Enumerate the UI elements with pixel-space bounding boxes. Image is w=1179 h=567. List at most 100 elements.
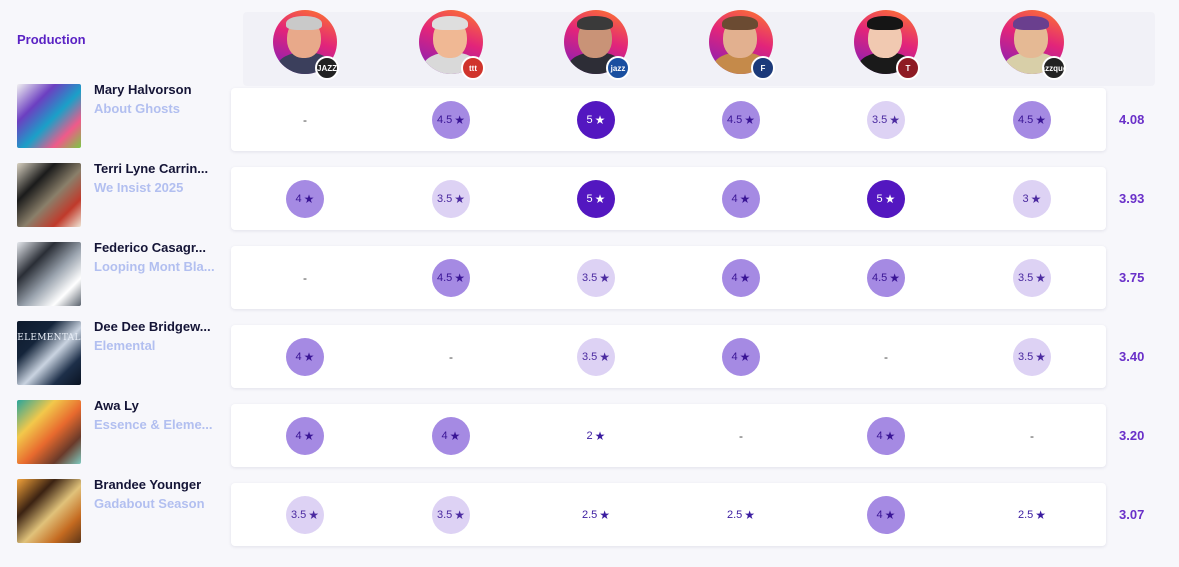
rating-cell: 4.5 ★ bbox=[428, 88, 474, 151]
rating-badge[interactable]: 3.5 ★ bbox=[1013, 337, 1051, 376]
critic-avatar[interactable]: JAZZ bbox=[273, 10, 339, 80]
album-title[interactable]: Looping Mont Bla... bbox=[94, 259, 215, 274]
rating-value: 3.5 bbox=[1017, 350, 1034, 363]
album-cover[interactable]: ELEMENTAL bbox=[17, 321, 81, 385]
rating-badge[interactable]: 5 ★ bbox=[577, 100, 615, 139]
rating-badge[interactable]: 4 ★ bbox=[867, 495, 905, 534]
rating-value: - bbox=[1030, 428, 1034, 443]
rating-value: 3.5 bbox=[436, 508, 453, 521]
rating-empty: - bbox=[722, 417, 760, 455]
rating-value: 4 bbox=[731, 192, 738, 205]
rating-cell: 3 ★ bbox=[1009, 167, 1055, 230]
rating-badge[interactable]: 4 ★ bbox=[722, 337, 760, 376]
artist-name[interactable]: Mary Halvorson bbox=[94, 82, 192, 97]
rating-cell: 3.5 ★ bbox=[1009, 246, 1055, 309]
star-icon: ★ bbox=[594, 191, 606, 206]
album-cover[interactable] bbox=[17, 479, 81, 543]
album-title[interactable]: About Ghosts bbox=[94, 101, 180, 116]
album-cover[interactable] bbox=[17, 84, 81, 148]
rating-badge[interactable]: 4.5 ★ bbox=[722, 100, 760, 139]
critic-avatar[interactable]: ttt bbox=[419, 10, 485, 80]
rating-value: 2 bbox=[586, 429, 593, 442]
album-cover[interactable] bbox=[17, 163, 81, 227]
rating-badge[interactable]: 3.5 ★ bbox=[577, 258, 615, 297]
rating-badge[interactable]: 3.5 ★ bbox=[577, 337, 615, 376]
rating-badge[interactable]: 4 ★ bbox=[722, 179, 760, 218]
album-title[interactable]: Essence & Eleme... bbox=[94, 417, 213, 432]
critic-hair bbox=[1013, 16, 1049, 30]
ratings-row: 4 ★ -3.5 ★ 4 ★ -3.5 ★ bbox=[231, 325, 1106, 388]
rating-value: 4.5 bbox=[1017, 113, 1034, 126]
rating-cell: - bbox=[282, 246, 328, 309]
rating-badge[interactable]: 4 ★ bbox=[286, 337, 324, 376]
rating-cell: 4 ★ bbox=[282, 325, 328, 388]
publication-logo-icon: ttt bbox=[461, 56, 485, 80]
rating-badge[interactable]: 3 ★ bbox=[1013, 179, 1051, 218]
rating-cell: 5 ★ bbox=[573, 167, 619, 230]
rating-value: 5 bbox=[876, 192, 883, 205]
rating-badge[interactable]: 4 ★ bbox=[286, 416, 324, 455]
album-title[interactable]: Gadabout Season bbox=[94, 496, 205, 511]
critic-avatar[interactable]: F bbox=[709, 10, 775, 80]
rating-cell: 3.5 ★ bbox=[428, 167, 474, 230]
average-rating: 3.75 bbox=[1119, 270, 1145, 285]
rating-badge[interactable]: 4.5 ★ bbox=[1013, 100, 1051, 139]
star-icon: ★ bbox=[599, 349, 611, 364]
rating-badge[interactable]: 4.5 ★ bbox=[432, 258, 470, 297]
rating-badge[interactable]: 4.5 ★ bbox=[867, 258, 905, 297]
rating-value: 4.5 bbox=[871, 271, 888, 284]
rating-badge[interactable]: 2.5 ★ bbox=[577, 496, 615, 534]
rating-cell: 3.5 ★ bbox=[428, 483, 474, 546]
rating-badge[interactable]: 4.5 ★ bbox=[432, 100, 470, 139]
rating-value: 3.5 bbox=[581, 271, 598, 284]
rating-badge[interactable]: 3.5 ★ bbox=[867, 100, 905, 139]
album-cover[interactable] bbox=[17, 242, 81, 306]
rating-cell: 2.5 ★ bbox=[573, 483, 619, 546]
critic-avatar[interactable]: jazz bbox=[564, 10, 630, 80]
album-cover[interactable] bbox=[17, 400, 81, 464]
artist-name[interactable]: Awa Ly bbox=[94, 398, 139, 413]
rating-badge[interactable]: 4 ★ bbox=[867, 416, 905, 455]
star-icon: ★ bbox=[884, 507, 896, 522]
ratings-row: 3.5 ★ 3.5 ★ 2.5 ★ 2.5 ★ 4 ★ 2.5 ★ bbox=[231, 483, 1106, 546]
rating-cell: 4.5 ★ bbox=[1009, 88, 1055, 151]
star-icon: ★ bbox=[454, 191, 466, 206]
rating-badge[interactable]: 2 ★ bbox=[577, 417, 615, 455]
artist-name[interactable]: Terri Lyne Carrin... bbox=[94, 161, 209, 176]
artist-name[interactable]: Dee Dee Bridgew... bbox=[94, 319, 211, 334]
critic-avatar[interactable]: T bbox=[854, 10, 920, 80]
artist-name[interactable]: Federico Casagr... bbox=[94, 240, 206, 255]
rating-cell: 3.5 ★ bbox=[573, 246, 619, 309]
star-icon: ★ bbox=[889, 270, 901, 285]
rating-badge[interactable]: 3.5 ★ bbox=[432, 179, 470, 218]
rating-cell: - bbox=[428, 325, 474, 388]
rating-badge[interactable]: 3.5 ★ bbox=[432, 495, 470, 534]
average-rating: 3.93 bbox=[1119, 191, 1145, 206]
publication-logo-icon: T bbox=[896, 56, 920, 80]
publication-logo-icon: Jazzques bbox=[1042, 56, 1066, 80]
rating-value: 2.5 bbox=[1017, 508, 1034, 521]
rating-value: 4.5 bbox=[726, 113, 743, 126]
rating-cell: - bbox=[282, 88, 328, 151]
rating-cell: 2.5 ★ bbox=[718, 483, 764, 546]
critic-avatar[interactable]: Jazzques bbox=[1000, 10, 1066, 80]
average-rating: 3.20 bbox=[1119, 428, 1145, 443]
rating-badge[interactable]: 3.5 ★ bbox=[1013, 258, 1051, 297]
rating-badge[interactable]: 2.5 ★ bbox=[722, 496, 760, 534]
rating-badge[interactable]: 4 ★ bbox=[432, 416, 470, 455]
artist-name[interactable]: Brandee Younger bbox=[94, 477, 202, 492]
rating-badge[interactable]: 2.5 ★ bbox=[1013, 496, 1051, 534]
rating-badge[interactable]: 5 ★ bbox=[867, 179, 905, 218]
album-title[interactable]: We Insist 2025 bbox=[94, 180, 184, 195]
rating-empty: - bbox=[286, 259, 324, 297]
rating-badge[interactable]: 3.5 ★ bbox=[286, 495, 324, 534]
rating-badge[interactable]: 4 ★ bbox=[722, 258, 760, 297]
critic-hair bbox=[722, 16, 758, 30]
star-icon: ★ bbox=[454, 507, 466, 522]
rating-badge[interactable]: 5 ★ bbox=[577, 179, 615, 218]
album-title[interactable]: Elemental bbox=[94, 338, 156, 353]
rating-cell: 4 ★ bbox=[718, 246, 764, 309]
star-icon: ★ bbox=[744, 112, 756, 127]
rating-value: - bbox=[303, 270, 307, 285]
rating-badge[interactable]: 4 ★ bbox=[286, 179, 324, 218]
